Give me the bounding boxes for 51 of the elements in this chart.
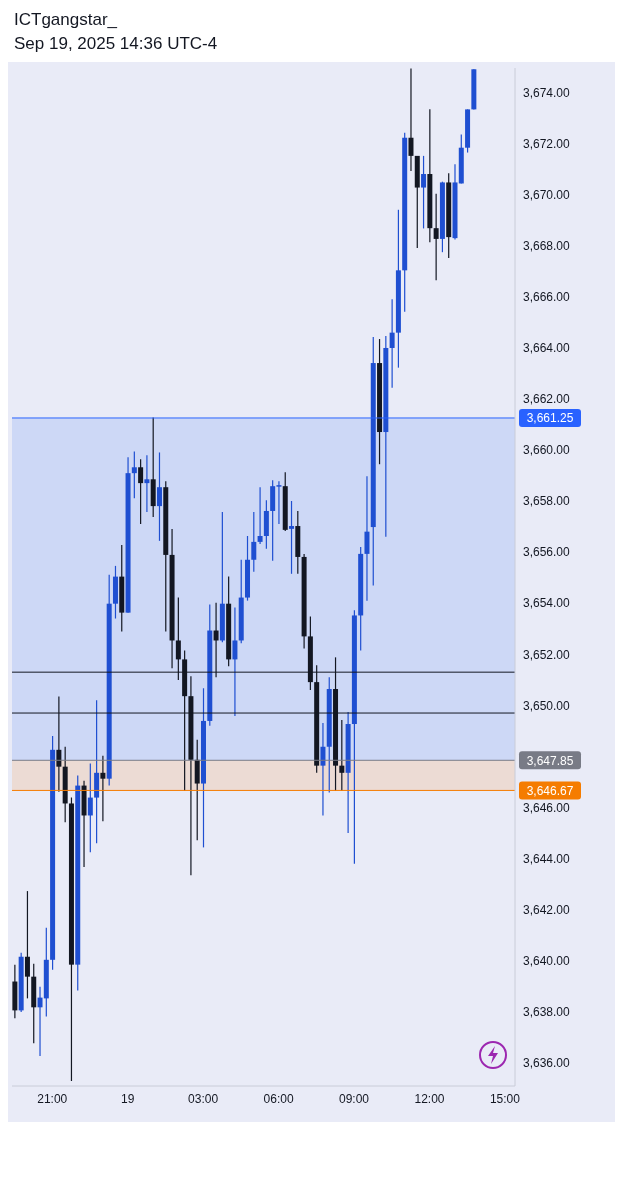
candlestick [24,890,30,999]
x-tick-label: 19 [121,1091,135,1106]
y-tick-label: 3,654.00 [523,596,571,611]
candlestick [320,722,326,817]
candlestick [156,451,162,542]
candlestick [433,193,439,281]
y-tick-label: 3,660.00 [523,443,571,458]
candlestick [364,475,370,602]
y-tick-label: 3,664.00 [523,340,571,355]
y-tick-label: 3,666.00 [523,289,571,304]
y-tick-label: 3,674.00 [523,85,571,100]
chart-subtitle: Sep 19, 2025 14:36 UTC-4 [14,33,219,55]
candlestick [138,458,144,525]
ref-line-label: 3,647.85 [526,753,574,768]
y-tick-label: 3,662.00 [523,392,571,407]
candlestick [194,739,200,841]
y-tick-label: 3,672.00 [523,136,571,151]
candlestick [144,454,150,513]
y-tick-label: 3,638.00 [523,1005,571,1020]
chart-title: ICTgangstar_ [14,9,118,31]
candlestick [131,450,137,499]
y-tick-label: 3,644.00 [523,851,571,866]
y-tick-label: 3,650.00 [523,698,571,713]
candlestick [232,606,238,717]
candlestick [87,763,93,853]
candlestick [37,986,43,1057]
x-tick-label: 06:00 [263,1091,294,1106]
ref-line-label: 3,646.67 [526,783,574,798]
y-tick-label: 3,636.00 [523,1056,571,1071]
y-tick-label: 3,670.00 [523,187,571,202]
candlestick [289,500,295,575]
y-tick-label: 3,646.00 [523,800,571,815]
ref-line-label: 3,661.25 [526,411,574,426]
candlestick [257,486,263,545]
candlestick [421,155,427,230]
candlestick [339,719,345,792]
y-tick-label: 3,656.00 [523,545,571,560]
candlestick [251,511,257,573]
x-tick-label: 15:00 [489,1091,521,1106]
y-tick-label: 3,642.00 [523,902,571,917]
x-tick-label: 09:00 [339,1091,370,1106]
candlestick [408,68,414,172]
x-tick-label: 12:00 [414,1091,445,1106]
y-tick-label: 3,668.00 [523,238,571,253]
x-tick-label: 21:00 [37,1091,68,1106]
y-tick-label: 3,640.00 [523,954,571,969]
candlestick [389,298,395,389]
x-tick-label: 03:00 [188,1091,219,1106]
y-tick-label: 3,652.00 [523,647,571,662]
candlestick [100,755,106,822]
y-tick-label: 3,658.00 [523,494,571,509]
